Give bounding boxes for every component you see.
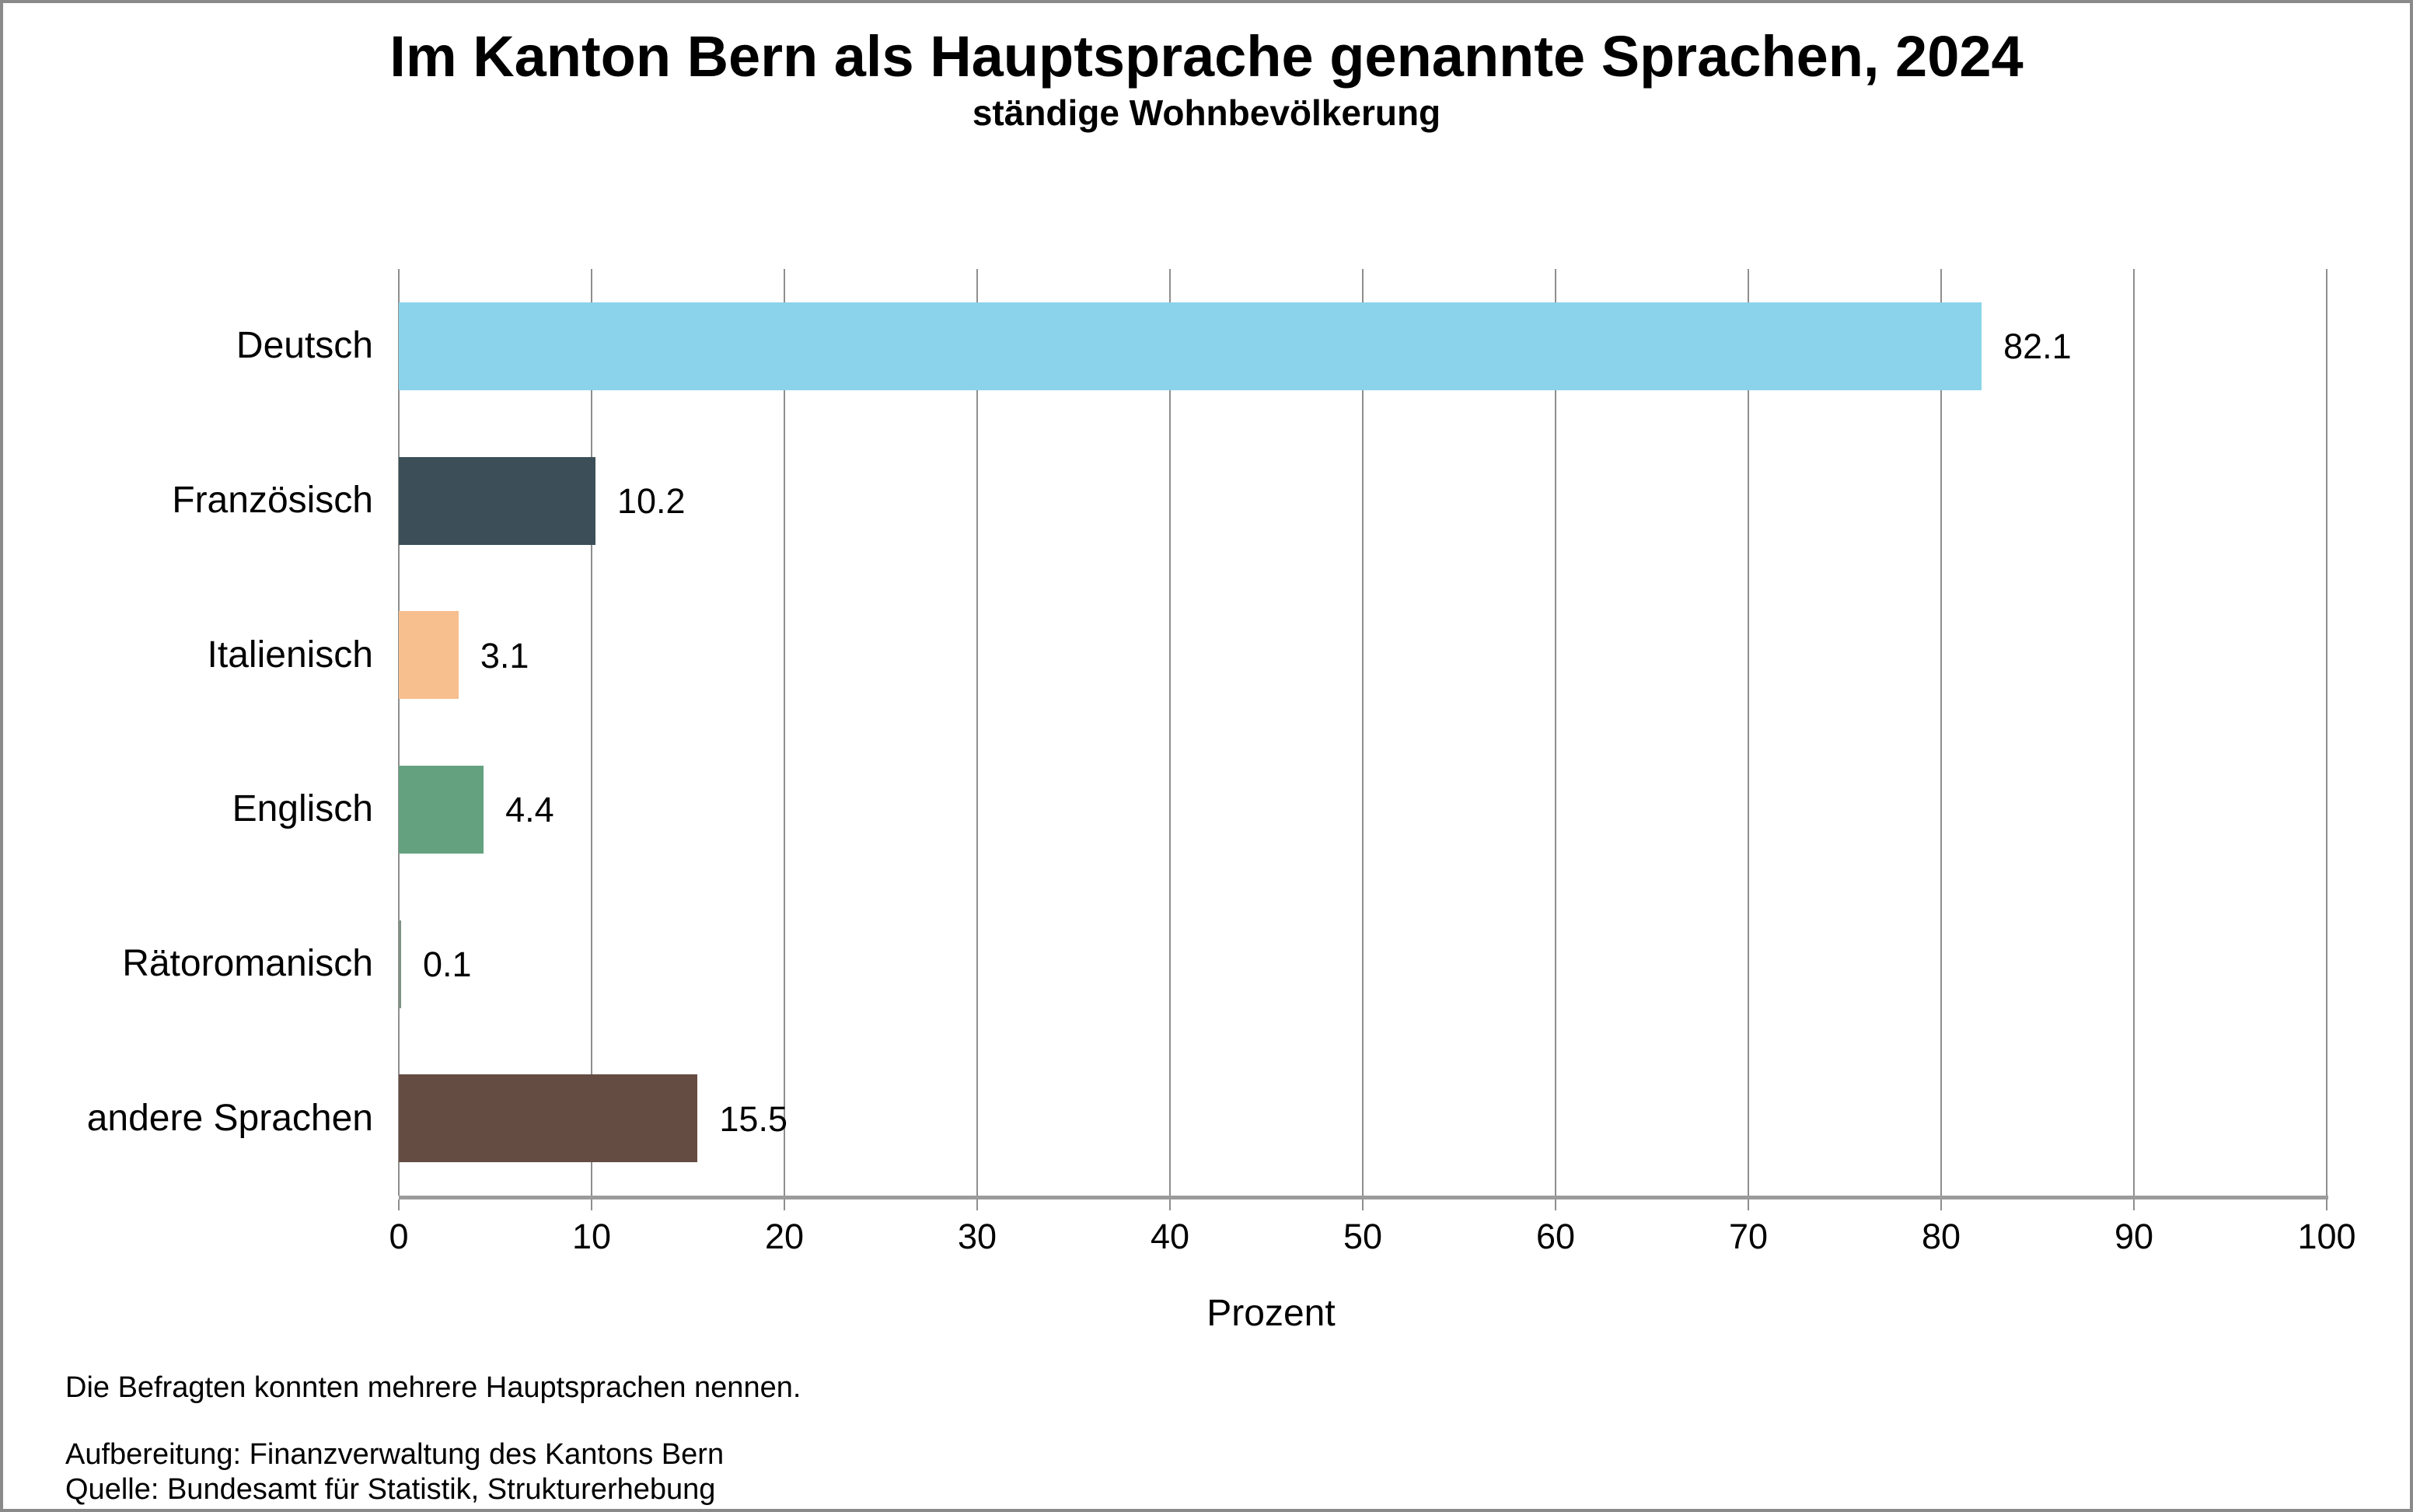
x-tick-label-80: 80 — [1921, 1217, 1961, 1256]
bar-italienisch — [399, 611, 459, 700]
gridline-60 — [1555, 269, 1556, 1196]
gridline-20 — [784, 269, 785, 1196]
x-axis-line — [399, 1196, 2328, 1199]
x-tick-label-90: 90 — [2114, 1217, 2154, 1256]
category-label-ratoromanisch: Rätoromanisch — [122, 943, 373, 984]
x-axis-tick-10 — [591, 1199, 592, 1210]
value-label-ratoromanisch: 0.1 — [423, 945, 472, 984]
footnote-source: Quelle: Bundesamt für Statistik, Struktu… — [65, 1473, 716, 1506]
value-label-franzosisch: 10.2 — [616, 481, 686, 521]
gridline-80 — [1940, 269, 1942, 1196]
x-axis-tick-0 — [398, 1199, 400, 1210]
x-axis-tick-20 — [784, 1199, 785, 1210]
category-label-italienisch: Italienisch — [207, 634, 373, 676]
category-label-franzosisch: Französisch — [172, 480, 373, 521]
gridline-70 — [1748, 269, 1749, 1196]
x-tick-label-20: 20 — [764, 1217, 805, 1256]
gridline-0 — [398, 269, 400, 1196]
bar-ratoromanisch — [399, 920, 401, 1008]
gridline-10 — [591, 269, 592, 1196]
footnote-preparation: Aufbereitung: Finanzverwaltung des Kanto… — [65, 1438, 725, 1471]
x-axis-tick-30 — [976, 1199, 978, 1210]
gridline-90 — [2133, 269, 2135, 1196]
x-axis-tick-100 — [2326, 1199, 2327, 1210]
x-tick-label-0: 0 — [389, 1217, 409, 1256]
x-tick-label-100: 100 — [2297, 1217, 2356, 1256]
footnote-multiple-answers: Die Befragten konnten mehrere Hauptsprac… — [65, 1371, 801, 1404]
x-axis-label: Prozent — [1206, 1293, 1336, 1334]
x-tick-label-70: 70 — [1728, 1217, 1769, 1256]
category-label-andere-sprachen: andere Sprachen — [86, 1097, 373, 1139]
chart-subtitle: ständige Wohnbevölkerung — [972, 93, 1441, 133]
value-label-englisch: 4.4 — [505, 790, 554, 830]
value-label-andere-sprachen: 15.5 — [719, 1098, 787, 1139]
gridline-30 — [976, 269, 978, 1196]
x-tick-label-30: 30 — [957, 1217, 997, 1256]
x-tick-label-50: 50 — [1343, 1217, 1383, 1256]
x-tick-label-10: 10 — [571, 1217, 612, 1256]
bar-andere-sprachen — [399, 1074, 698, 1163]
x-axis-tick-60 — [1555, 1199, 1556, 1210]
x-tick-label-60: 60 — [1535, 1217, 1576, 1256]
bar-englisch — [399, 765, 484, 854]
category-label-deutsch: Deutsch — [236, 325, 373, 367]
x-axis-tick-50 — [1362, 1199, 1364, 1210]
category-label-englisch: Englisch — [232, 788, 373, 830]
x-axis-tick-40 — [1169, 1199, 1171, 1210]
gridline-50 — [1362, 269, 1364, 1196]
gridline-100 — [2326, 269, 2327, 1196]
bar-deutsch — [399, 302, 1982, 390]
x-axis-tick-70 — [1748, 1199, 1749, 1210]
x-axis-tick-80 — [1940, 1199, 1942, 1210]
bar-franzosisch — [399, 456, 595, 545]
chart-title: Im Kanton Bern als Hauptsprache genannte… — [389, 24, 2024, 89]
value-label-deutsch: 82.1 — [2003, 326, 2072, 367]
plot-area — [398, 269, 2327, 1196]
x-axis-tick-90 — [2133, 1199, 2135, 1210]
value-label-italienisch: 3.1 — [480, 635, 529, 676]
gridline-40 — [1169, 269, 1171, 1196]
x-tick-label-40: 40 — [1150, 1217, 1190, 1256]
